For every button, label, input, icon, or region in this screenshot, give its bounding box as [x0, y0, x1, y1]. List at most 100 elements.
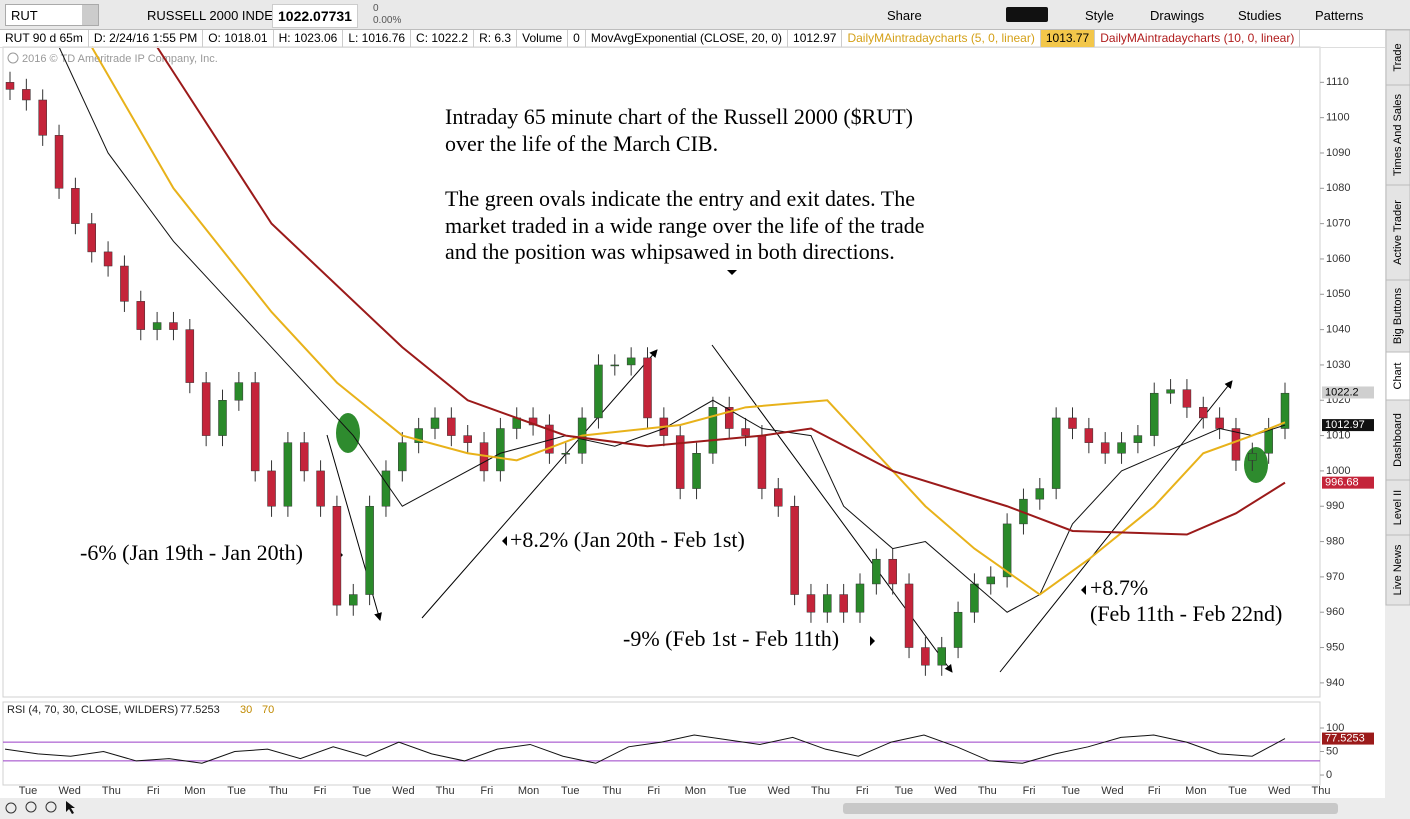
moving-average [58, 46, 1286, 613]
note-line: The green ovals indicate the entry and e… [445, 186, 915, 211]
zoom-tools[interactable] [5, 801, 57, 814]
note-line: and the position was whipsawed in both d… [445, 239, 895, 264]
candle-body [250, 382, 260, 472]
sidebar-tab[interactable] [1385, 84, 1410, 186]
x-tick-label: Thu [811, 785, 830, 797]
price-marker-label: 1022.2 [1325, 386, 1359, 398]
move-label: -6% (Jan 19th - Jan 20th) [80, 540, 303, 565]
candle-body [299, 442, 309, 472]
candle-body [855, 583, 865, 613]
candle-body [1166, 389, 1175, 394]
y-tick-label: 1080 [1326, 182, 1350, 194]
x-tick-label: Fri [147, 785, 160, 797]
x-tick-label: Fri [480, 785, 493, 797]
candle-body [414, 428, 423, 443]
rsi-line [4, 734, 1286, 764]
candle-body [1117, 442, 1126, 454]
style-button[interactable]: Style [1085, 8, 1114, 23]
y-tick-label: 1060 [1326, 253, 1350, 265]
candle-body [103, 251, 113, 267]
y-tick-label: 1070 [1326, 218, 1350, 230]
candle-body [5, 82, 15, 90]
candle-body [463, 435, 472, 443]
candle-body [1002, 523, 1012, 578]
candle-body [316, 470, 325, 507]
rsi-tick-label: 100 [1326, 722, 1344, 734]
x-tick-label: Fri [1023, 785, 1036, 797]
sidebar-tab[interactable] [1385, 534, 1410, 606]
sidebar-tab-label: Active Trader [1392, 200, 1404, 265]
share-button[interactable]: Share [887, 8, 922, 23]
y-tick-label: 1090 [1326, 147, 1350, 159]
candle-body [904, 583, 914, 648]
sidebar-tab-label: Live News [1392, 544, 1404, 595]
y-tick-label: 1040 [1326, 324, 1350, 336]
sidebar-tab-label: Times And Sales [1392, 93, 1404, 176]
x-tick-label: Wed [768, 785, 790, 797]
pointer-tool[interactable] [66, 801, 75, 814]
sidebar-tab[interactable] [1385, 399, 1410, 481]
x-tick-label: Fri [314, 785, 327, 797]
candle-body [38, 99, 47, 136]
patterns-button[interactable]: Patterns [1315, 8, 1364, 23]
rsi-title: RSI (4, 70, 30, CLOSE, WILDERS) [7, 704, 178, 716]
x-tick-label: Tue [227, 785, 246, 797]
change-pct: 0.00% [373, 15, 402, 26]
info-item: L: 1016.76 [343, 30, 412, 47]
note-line: over the life of the March CIB. [445, 131, 718, 156]
entry-oval [336, 413, 360, 453]
price-pane [2, 46, 1321, 698]
x-tick-label: Tue [1228, 785, 1247, 797]
candle-body [1199, 407, 1208, 419]
info-item: 1013.77 [1040, 30, 1096, 47]
candle-body [22, 89, 31, 101]
scrollbar[interactable] [843, 803, 1338, 814]
x-tick-label: Tue [352, 785, 371, 797]
moving-average [156, 46, 1286, 536]
x-tick-label: Tue [1061, 785, 1080, 797]
y-tick-label: 950 [1326, 641, 1344, 653]
candle-body [201, 382, 211, 436]
symbol-box[interactable]: RUT [5, 4, 99, 26]
x-tick-label: Thu [602, 785, 621, 797]
move-label: -9% (Feb 1st - Feb 11th) [623, 626, 839, 651]
candle-body [692, 453, 701, 489]
x-tick-label: Wed [58, 785, 80, 797]
candle-body [708, 407, 718, 454]
candle-body [790, 505, 799, 595]
time-button[interactable] [1006, 7, 1048, 22]
candle-body [87, 223, 96, 253]
x-tick-label: Mon [1185, 785, 1206, 797]
x-tick-label: Thu [269, 785, 288, 797]
candle-body [1149, 392, 1159, 436]
info-item: C: 1022.2 [411, 30, 475, 47]
sidebar-tab-label: Chart [1392, 363, 1404, 390]
sidebar-tab[interactable] [1385, 351, 1410, 401]
candle-body [332, 505, 342, 606]
candle-body [970, 583, 979, 613]
info-icon [7, 52, 19, 64]
y-tick-label: 1100 [1326, 112, 1350, 124]
candle-body [430, 417, 440, 429]
sidebar-tab[interactable] [1385, 29, 1410, 86]
candle-body [806, 594, 816, 613]
candle-body [267, 470, 276, 507]
drawings-button[interactable]: Drawings [1150, 8, 1205, 23]
info-item: RUT 90 d 65m [0, 30, 89, 47]
rsi-last: 77.5253 [180, 704, 220, 716]
copyright: 2016 © TD Ameritrade IP Company, Inc. [22, 53, 218, 65]
rsi-tick-label: 50 [1326, 745, 1338, 757]
sidebar-tab[interactable] [1385, 184, 1410, 281]
toolbar: RUT RUSSELL 2000 INDEX 1022.07731 0 0.00… [0, 0, 1410, 30]
info-bar: RUT 90 d 65m D: 2/24/16 1:55 PM O: 1018.01… [0, 30, 1385, 48]
candle-body [381, 470, 391, 507]
x-tick-label: Tue [19, 785, 38, 797]
candle-body [218, 400, 227, 436]
info-item: DailyMAintradaycharts (5, 0, linear) [842, 30, 1041, 47]
candle-body [872, 558, 881, 585]
sidebar-tab[interactable] [1385, 479, 1410, 536]
move-label: (Feb 11th - Feb 22nd) [1090, 601, 1282, 626]
candle-body [496, 428, 505, 472]
sidebar-tab-label: Big Buttons [1392, 287, 1404, 344]
studies-button[interactable]: Studies [1238, 8, 1282, 23]
